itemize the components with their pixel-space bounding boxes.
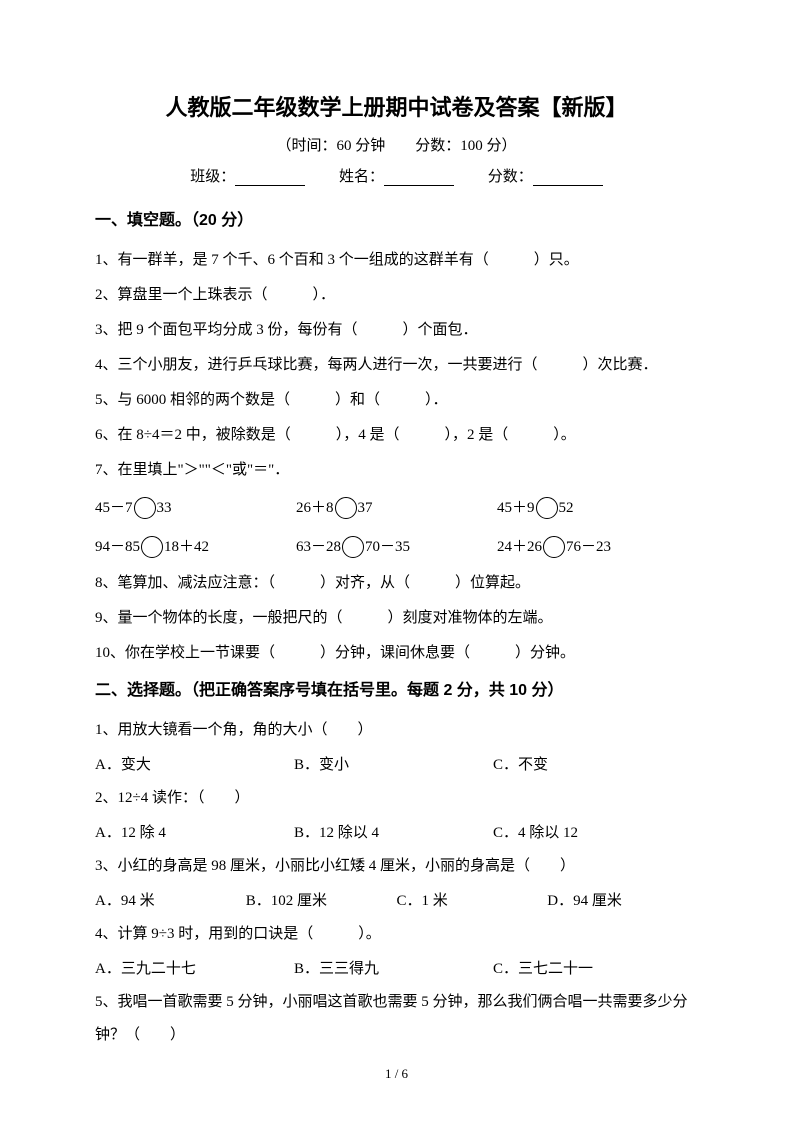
section2-header: 二、选择题。（把正确答案序号填在括号里。每题 2 分，共 10 分） — [95, 676, 698, 700]
s2-q4: 4、计算 9÷3 时，用到的口诀是（ ）。 — [95, 918, 698, 951]
s2-q4-a: A．三九二十七 — [95, 953, 294, 986]
s2-q1-c: C．不变 — [493, 749, 698, 782]
s2-q4-b: B．三三得九 — [294, 953, 493, 986]
s1-q4: 4、三个小朋友，进行乒乓球比赛，每两人进行一次，一共要进行（ ）次比赛． — [95, 349, 698, 382]
s2-q1-a: A．变大 — [95, 749, 294, 782]
section1-header: 一、填空题。（20 分） — [95, 206, 698, 230]
s1-q1: 1、有一群羊，是 7 个千、6 个百和 3 个一组成的这群羊有（ ）只。 — [95, 244, 698, 277]
score-blank[interactable] — [533, 170, 603, 186]
s2-q4-c: C．三七二十一 — [493, 953, 698, 986]
s2-q2-c: C．4 除以 12 — [493, 817, 698, 850]
equation-row-1: 45－733 26＋837 45＋952 — [95, 489, 698, 528]
page-title: 人教版二年级数学上册期中试卷及答案【新版】 — [95, 90, 698, 122]
s1-q7: 7、在里填上"＞""＜"或"＝"． — [95, 454, 698, 487]
s1-q6: 6、在 8÷4＝2 中，被除数是（ ），4 是（ ），2 是（ ）。 — [95, 419, 698, 452]
s2-q3: 3、小红的身高是 98 厘米，小丽比小红矮 4 厘米，小丽的身高是（ ） — [95, 850, 698, 883]
s2-q2: 2、12÷4 读作：（ ） — [95, 782, 698, 815]
equation-row-2: 94－8518＋42 63－2870－35 24＋2676－23 — [95, 528, 698, 567]
s2-q2-b: B．12 除以 4 — [294, 817, 493, 850]
s1-q9: 9、量一个物体的长度，一般把尺的（ ）刻度对准物体的左端。 — [95, 602, 698, 635]
s2-q5: 5、我唱一首歌需要 5 分钟，小丽唱这首歌也需要 5 分钟，那么我们俩合唱一共需… — [95, 986, 698, 1052]
name-label: 姓名： — [339, 169, 384, 185]
s2-q3-choices: A．94 米 B．102 厘米 C．1 米 D．94 厘米 — [95, 885, 698, 918]
name-blank[interactable] — [384, 170, 454, 186]
s2-q2-choices: A．12 除 4 B．12 除以 4 C．4 除以 12 — [95, 817, 698, 850]
page-footer: 1 / 6 — [0, 1066, 793, 1082]
eq1: 45－733 — [95, 489, 296, 528]
exam-subtitle: （时间：60 分钟 分数：100 分） — [95, 134, 698, 155]
s1-q5: 5、与 6000 相邻的两个数是（ ）和（ ）． — [95, 384, 698, 417]
eq4: 94－8518＋42 — [95, 528, 296, 567]
eq3: 45＋952 — [497, 489, 698, 528]
s2-q3-a: A．94 米 — [95, 885, 246, 918]
compare-circle[interactable] — [536, 497, 558, 519]
s2-q3-c: C．1 米 — [397, 885, 548, 918]
compare-circle[interactable] — [335, 497, 357, 519]
score-label: 分数： — [488, 169, 533, 185]
s2-q3-d: D．94 厘米 — [547, 885, 698, 918]
s1-q10: 10、你在学校上一节课要（ ）分钟，课间休息要（ ）分钟。 — [95, 637, 698, 670]
s2-q1-choices: A．变大 B．变小 C．不变 — [95, 749, 698, 782]
s2-q1-b: B．变小 — [294, 749, 493, 782]
eq2: 26＋837 — [296, 489, 497, 528]
class-label: 班级： — [190, 169, 235, 185]
s2-q4-choices: A．三九二十七 B．三三得九 C．三七二十一 — [95, 953, 698, 986]
student-info-line: 班级： 姓名： 分数： — [95, 165, 698, 186]
compare-circle[interactable] — [134, 497, 156, 519]
s2-q3-b: B．102 厘米 — [246, 885, 397, 918]
s1-q8: 8、笔算加、减法应注意：（ ）对齐，从（ ）位算起。 — [95, 567, 698, 600]
compare-circle[interactable] — [543, 536, 565, 558]
compare-circle[interactable] — [342, 536, 364, 558]
s2-q1: 1、用放大镜看一个角，角的大小（ ） — [95, 714, 698, 747]
eq6: 24＋2676－23 — [497, 528, 698, 567]
s1-q2: 2、算盘里一个上珠表示（ ）． — [95, 279, 698, 312]
class-blank[interactable] — [235, 170, 305, 186]
s1-q3: 3、把 9 个面包平均分成 3 份，每份有（ ）个面包． — [95, 314, 698, 347]
s2-q2-a: A．12 除 4 — [95, 817, 294, 850]
compare-circle[interactable] — [141, 536, 163, 558]
eq5: 63－2870－35 — [296, 528, 497, 567]
